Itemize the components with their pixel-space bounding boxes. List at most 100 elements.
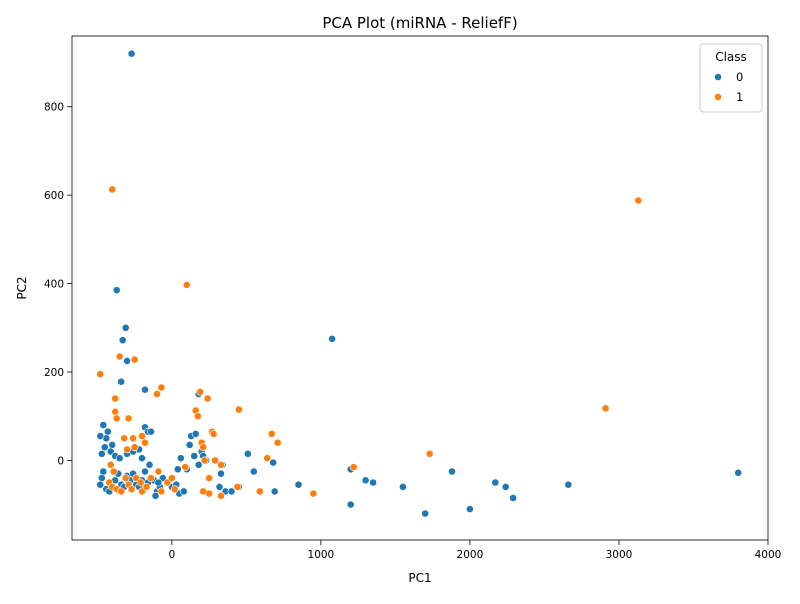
data-point-class-1-1 [96,370,105,379]
data-point-class-1-54 [205,489,213,498]
data-point-class-1-37 [117,487,126,496]
y-tick-label-3: 600 [44,190,64,202]
data-point-class-0-67 [217,469,225,478]
data-point-class-1-29 [267,429,276,438]
data-point-class-0-13 [100,443,109,452]
data-point-class-1-31 [263,454,272,463]
plot-frame [71,35,769,541]
data-point-class-1-2 [115,352,124,361]
data-point-class-1-6 [112,414,121,423]
data-point-class-0-72 [243,449,252,458]
data-point-class-0-64 [176,454,185,463]
data-point-class-1-62 [634,196,643,205]
data-point-class-0-73 [249,467,258,476]
y-axis-label: PC2 [15,276,29,299]
data-point-class-1-3 [130,355,139,364]
data-point-class-1-32 [106,460,115,469]
data-point-class-0-88 [564,480,573,489]
data-point-class-0-5 [117,377,126,386]
data-point-class-0-82 [421,509,430,518]
x-tick-label-0: 0 [169,549,176,561]
x-axis-label: PC1 [408,571,431,585]
data-point-class-1-18 [193,412,202,421]
data-point-class-1-45 [147,474,155,482]
data-point-class-0-89 [734,468,743,477]
y-tick-label-4: 800 [44,102,64,114]
legend-marker-class-0 [714,73,722,81]
data-point-class-0-68 [215,482,224,491]
data-point-class-1-15 [157,383,166,392]
data-point-class-0-83 [448,467,456,476]
data-point-class-0-0 [127,49,136,58]
data-point-class-0-84 [465,505,474,513]
data-point-class-0-48 [151,491,160,500]
data-point-class-1-22 [209,429,218,438]
data-point-class-0-4 [123,356,131,365]
data-point-class-0-75 [270,487,279,496]
data-point-class-1-42 [136,478,145,487]
data-point-class-0-62 [194,460,203,469]
data-point-class-0-17 [115,454,124,463]
data-point-class-0-79 [361,476,370,485]
y-tick-label-2: 400 [44,279,64,291]
data-point-class-0-80 [369,478,377,487]
legend-label-class-0: 0 [736,70,743,84]
data-point-class-0-1 [112,286,121,295]
data-point-class-1-30 [273,438,282,447]
data-point-class-0-25 [145,460,154,469]
data-point-class-1-16 [182,280,191,289]
data-point-class-0-2 [121,323,130,332]
data-point-class-1-14 [153,390,161,398]
data-point-class-1-25 [200,456,209,465]
data-point-class-1-4 [111,394,120,403]
data-point-class-0-31 [97,474,106,482]
data-point-class-1-53 [205,474,213,482]
data-point-class-0-85 [491,478,500,487]
data-point-class-1-55 [217,491,225,500]
data-point-class-1-60 [425,449,434,458]
data-point-class-0-65 [173,465,182,474]
data-point-class-1-49 [167,474,176,482]
data-point-class-1-0 [108,185,117,194]
data-point-class-0-30 [99,467,108,476]
data-point-class-1-38 [121,474,130,482]
y-tick-label-0: 0 [57,455,64,467]
data-point-class-1-8 [120,434,129,443]
data-point-class-0-63 [190,452,199,460]
data-point-class-0-86 [501,482,510,491]
data-point-class-0-8 [99,421,108,429]
data-point-class-0-11 [96,432,105,440]
data-point-class-0-23 [147,427,155,436]
data-point-class-1-10 [138,432,146,440]
data-point-class-0-81 [398,482,407,491]
legend-title: Class [715,50,747,64]
data-point-class-0-12 [108,440,117,449]
data-point-class-1-28 [234,405,243,414]
data-point-class-0-55 [185,440,194,449]
legend-entries: 01 [714,70,743,104]
data-point-class-1-7 [124,414,133,423]
data-point-class-1-40 [127,485,136,494]
data-point-class-0-87 [509,494,517,502]
data-point-class-1-61 [601,404,610,413]
data-point-class-0-74 [269,458,278,467]
data-point-class-0-9 [103,427,112,436]
chart-title: PCA Plot (miRNA - ReliefF) [322,14,517,32]
x-tick-label-2: 2000 [457,549,484,561]
data-point-class-1-47 [157,487,166,496]
data-point-class-1-24 [199,443,208,452]
data-point-class-0-7 [328,334,336,343]
data-point-class-0-32 [96,480,105,489]
axes-layer: 0 1000 2000 3000 4000 0 200 400 600 800 [44,102,781,561]
legend-label-class-1: 1 [736,90,743,104]
data-point-class-1-57 [255,487,264,496]
data-point-class-1-27 [217,460,225,469]
legend-marker-class-1 [714,93,722,101]
data-point-class-0-46 [141,467,149,476]
data-point-class-1-58 [309,489,318,498]
x-tick-label-1: 1000 [308,549,335,561]
points-layer [96,49,743,518]
data-point-class-1-12 [130,443,139,452]
